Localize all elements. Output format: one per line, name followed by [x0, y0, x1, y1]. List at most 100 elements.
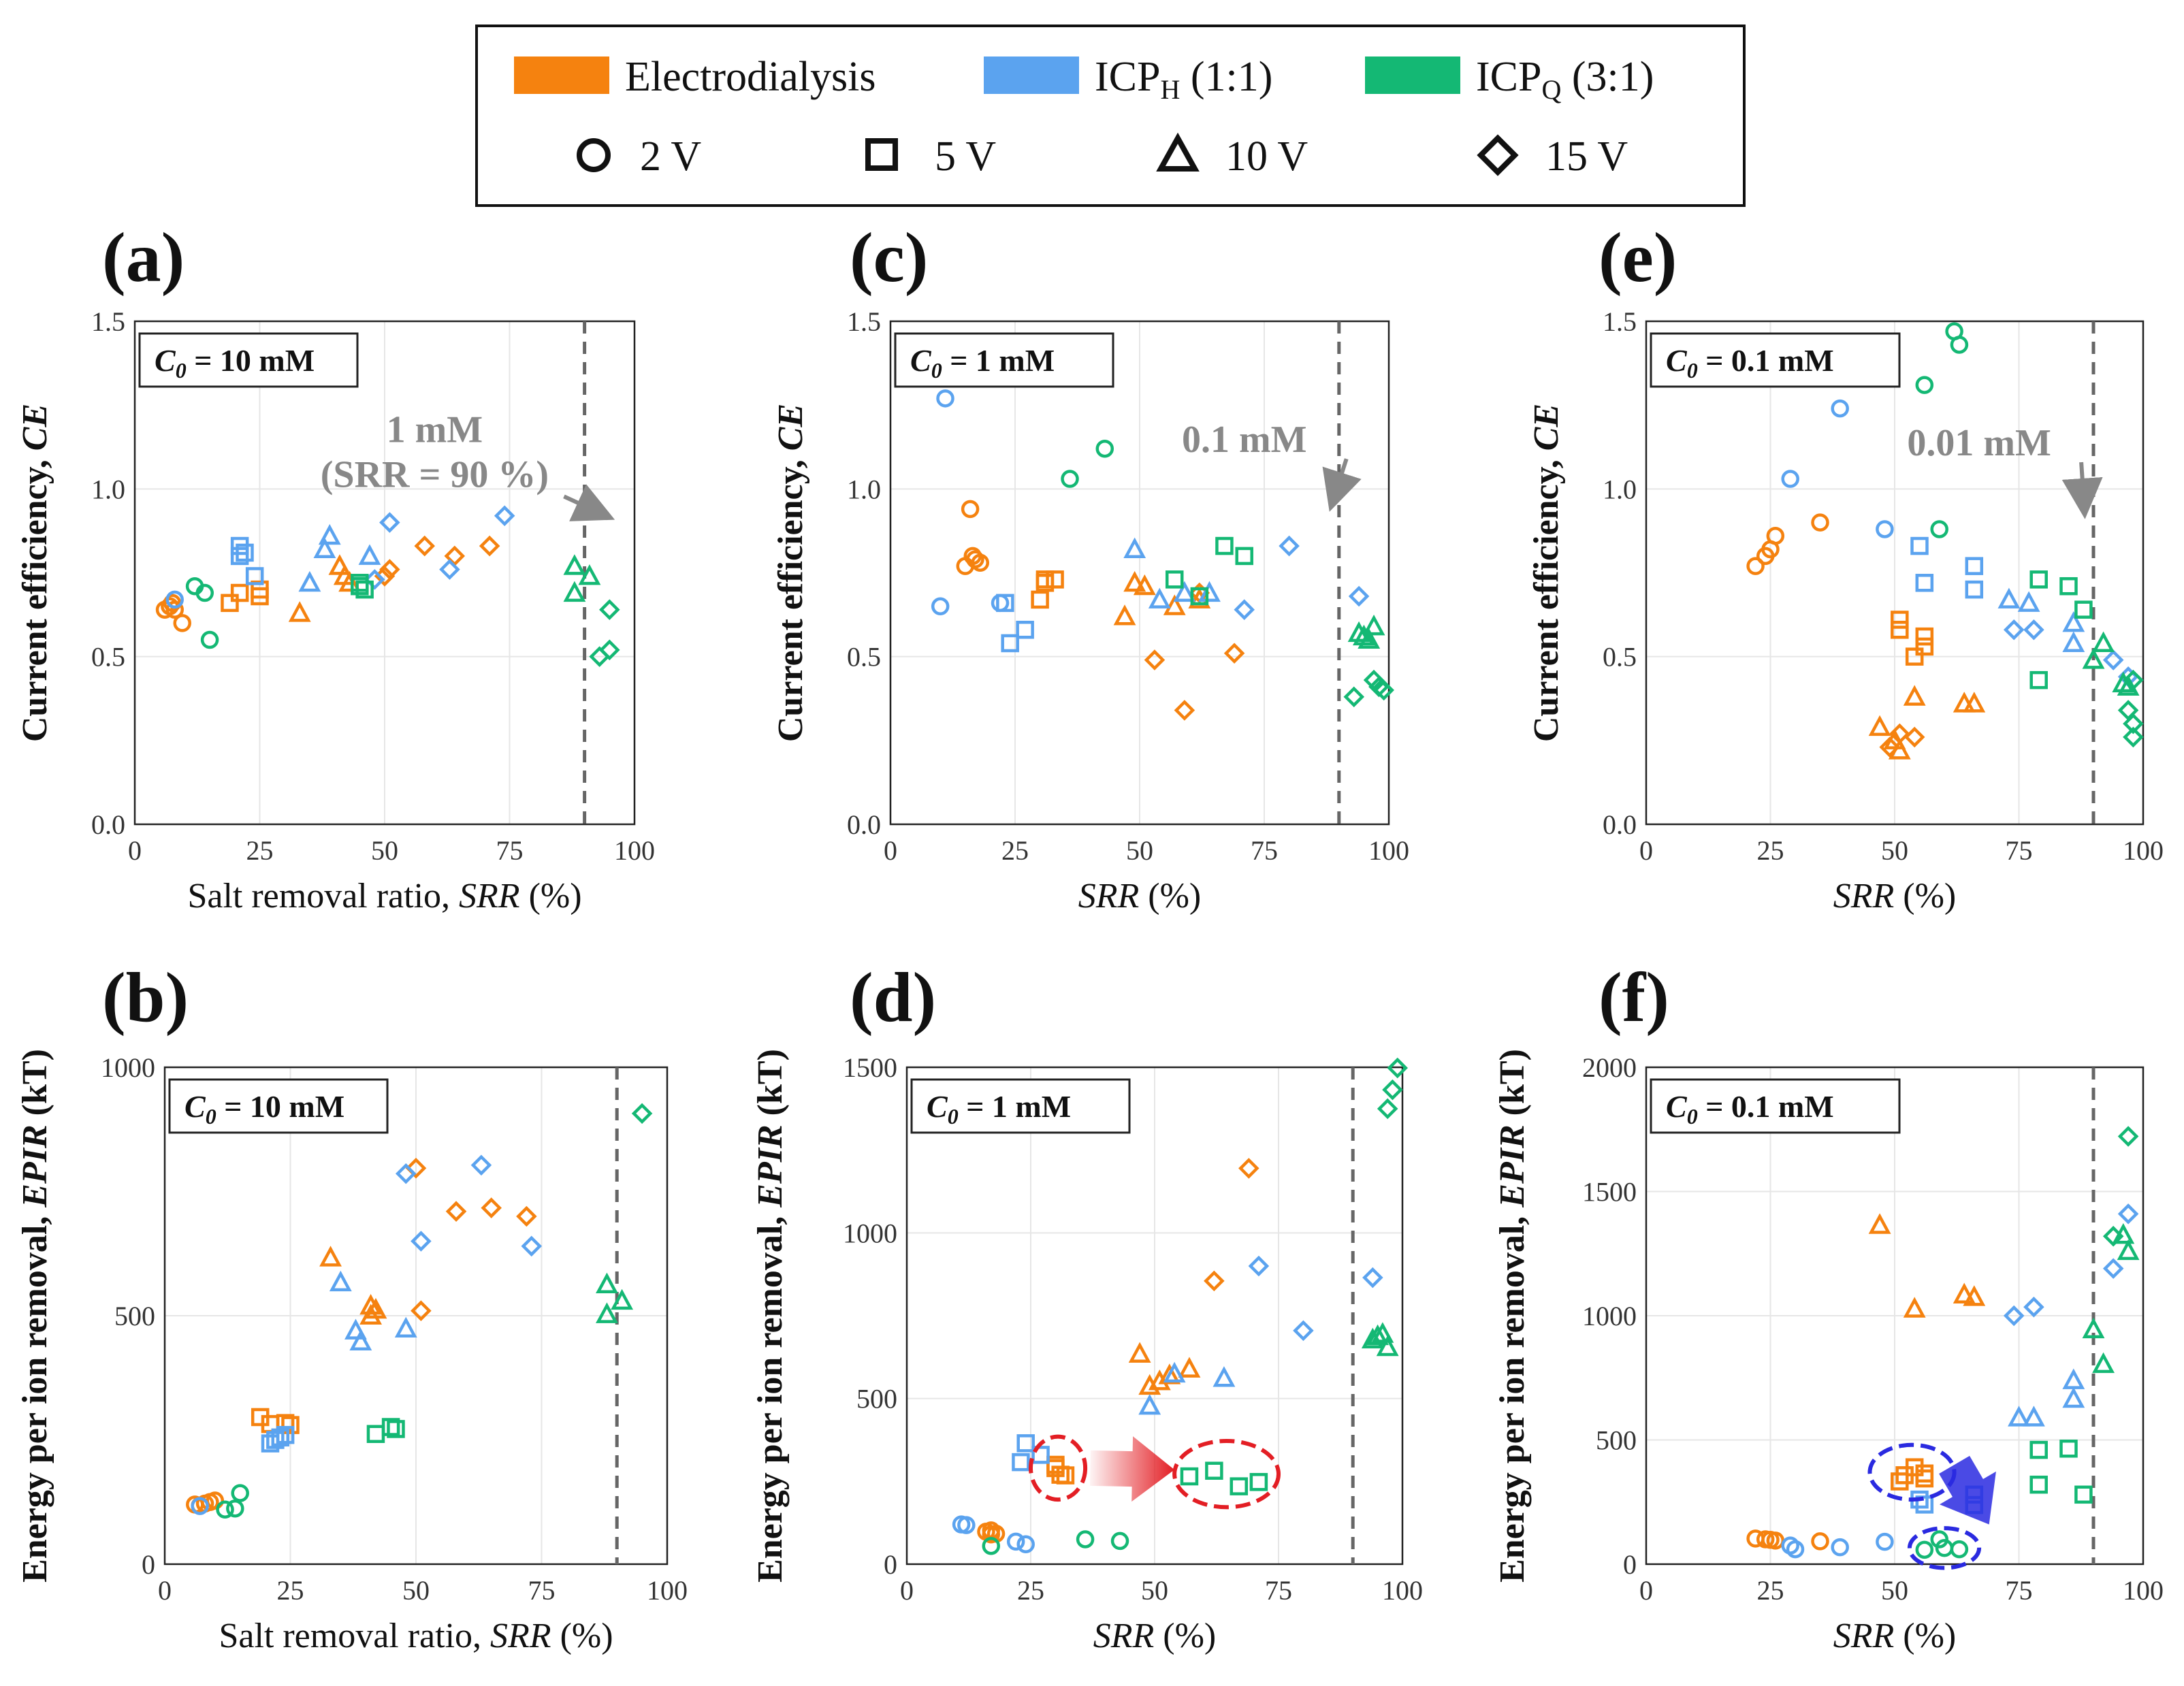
- series-icp-h-2v: [1781, 399, 1894, 538]
- data-point: [1362, 1267, 1383, 1288]
- data-point: [2008, 1406, 2030, 1427]
- data-point: [1128, 1342, 1151, 1363]
- data-point: [251, 587, 269, 606]
- y-axis-title-text: Current efficiency,: [16, 451, 54, 742]
- data-point: [1223, 643, 1245, 664]
- x-tick-label: 25: [277, 1575, 304, 1606]
- series-icp-q-5v: [1180, 1461, 1268, 1495]
- data-point: [411, 1231, 432, 1252]
- highlight-ellipse-after: [1907, 1526, 1982, 1570]
- series-icp-q-10v: [1347, 614, 1385, 649]
- highlight-ellipse-before: [1029, 1434, 1088, 1502]
- data-point: [1891, 611, 1909, 629]
- data-point: [494, 505, 515, 527]
- series-icp-q-15v: [631, 1103, 653, 1124]
- c0-label: C0 = 1 mM: [927, 1089, 1071, 1129]
- c0-label: C0 = 0.1 mM: [1666, 1089, 1834, 1129]
- c0-subscript: 0: [1687, 358, 1698, 383]
- x-tick-label: 25: [1017, 1575, 1044, 1606]
- data-point: [2059, 577, 2078, 596]
- plot-frame: [1645, 320, 2145, 826]
- highlight-arrow: [1939, 1455, 1996, 1525]
- y-tick-label: 0.0: [847, 809, 881, 840]
- c0-symbol: C: [155, 343, 176, 378]
- x-tick-label: 100: [647, 1575, 688, 1606]
- data-point: [470, 1154, 492, 1176]
- data-point: [1180, 1467, 1199, 1486]
- data-point: [221, 594, 239, 613]
- data-point: [563, 554, 586, 575]
- data-point: [439, 559, 460, 580]
- data-point: [1876, 520, 1894, 538]
- data-point: [359, 1294, 383, 1315]
- y-axis-title-text: Energy per ion removal,: [751, 1207, 790, 1583]
- data-point: [1879, 736, 1900, 758]
- data-point: [338, 570, 362, 592]
- highlight: [1029, 1434, 1281, 1510]
- data-point: [2062, 611, 2085, 632]
- y-axis-title-italic: CE: [1527, 404, 1566, 451]
- legend-swatch-icp-q: [1365, 56, 1460, 94]
- x-tick-label: 100: [2123, 835, 2164, 866]
- data-point: [1016, 621, 1034, 639]
- data-point: [414, 535, 436, 557]
- data-point: [405, 1157, 427, 1179]
- data-point: [387, 1420, 405, 1438]
- data-point: [2029, 1440, 2048, 1459]
- series-icp-h-2v: [1781, 1532, 1894, 1559]
- y-tick-label: 1.5: [847, 306, 881, 337]
- data-point: [313, 537, 336, 559]
- data-point: [1781, 470, 1799, 488]
- x-tick-label: 100: [614, 835, 655, 866]
- data-point: [276, 1425, 295, 1444]
- y-axis-title-text: Energy per ion removal,: [1493, 1207, 1532, 1583]
- y-axis-title: Current efficiency, CE: [1527, 404, 1566, 742]
- data-point: [2123, 669, 2144, 691]
- data-point: [328, 554, 351, 575]
- data-point: [1905, 647, 1924, 666]
- x-tick-label: 25: [1757, 835, 1784, 866]
- data-point: [288, 601, 311, 622]
- y-tick-label: 1000: [101, 1052, 155, 1083]
- data-point: [931, 597, 950, 616]
- c0-label-box: [138, 332, 359, 388]
- series-icp-h-10v: [2008, 1368, 2085, 1427]
- data-point: [1915, 1495, 1934, 1514]
- x-tick-label: 50: [402, 1575, 430, 1606]
- x-tick-label: 0: [884, 835, 897, 866]
- series-electrodialysis-10v: [1868, 1213, 1986, 1318]
- series-icp-h-5v: [261, 1425, 295, 1453]
- diamond-marker-icon: [1477, 134, 1519, 176]
- annotation-arrow: [2061, 461, 2103, 519]
- y-tick-label: 1.0: [91, 474, 125, 504]
- data-point: [1165, 570, 1184, 589]
- legend-icp-q-suffix: (3:1): [1561, 54, 1654, 100]
- y-tick-label: 0.0: [91, 809, 125, 840]
- data-point: [2102, 1258, 2124, 1279]
- data-point: [191, 1497, 209, 1515]
- c0-symbol: C: [1666, 1089, 1688, 1124]
- data-point: [1012, 1453, 1030, 1472]
- x-tick-label: 25: [246, 835, 274, 866]
- series-icp-h-15v: [1248, 1255, 1383, 1342]
- legend-swatch-icp-h: [984, 56, 1079, 94]
- data-point: [1016, 1535, 1035, 1554]
- data-point: [1016, 1434, 1035, 1453]
- data-point: [1868, 1213, 1891, 1234]
- data-point: [2123, 726, 2144, 748]
- series-electrodialysis-2v: [1746, 513, 1829, 575]
- data-point: [1163, 594, 1186, 615]
- x-tick-label: 100: [1368, 835, 1409, 866]
- plot-frame: [163, 1066, 669, 1566]
- series-icp-q-15v: [589, 599, 620, 667]
- legend-marker-5v: 5 V: [865, 133, 996, 180]
- data-point: [1144, 649, 1166, 670]
- data-point: [2123, 713, 2144, 734]
- legend-marker-15v: 15 V: [1477, 133, 1628, 180]
- series-electrodialysis-15v: [405, 1157, 537, 1321]
- data-point: [1361, 1327, 1384, 1349]
- c0-value: = 0.1 mM: [1698, 343, 1834, 378]
- data-point: [1046, 1455, 1065, 1474]
- annotation: 0.01 mM: [1907, 422, 2103, 519]
- x-axis-title-suffix: (%): [1154, 1617, 1216, 1655]
